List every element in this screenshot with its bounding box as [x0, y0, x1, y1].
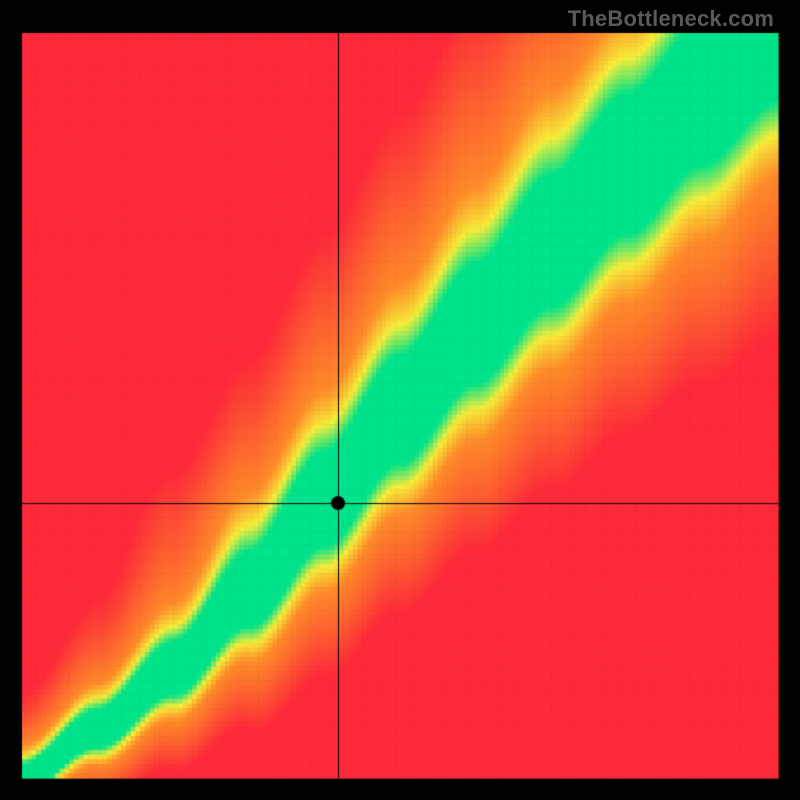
chart-container: TheBottleneck.com	[0, 0, 800, 800]
watermark-text: TheBottleneck.com	[568, 6, 774, 32]
heatmap-canvas	[0, 0, 800, 800]
